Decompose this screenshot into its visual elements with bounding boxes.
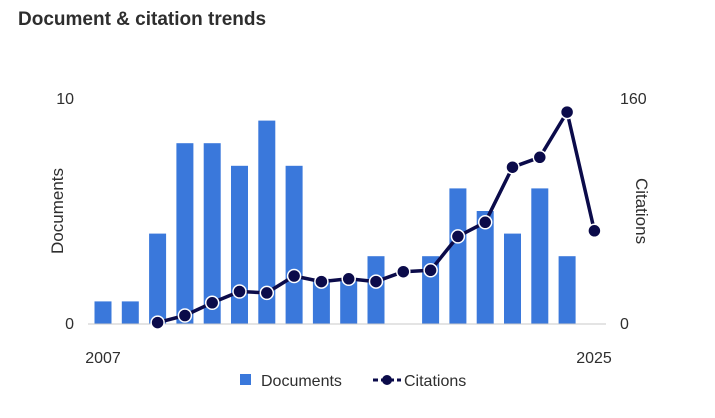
citations-point-2019: [423, 263, 438, 278]
citations-point-2010: [177, 308, 193, 323]
bar-documents-2020: [449, 188, 467, 324]
citations-point-2022: [505, 159, 520, 175]
bar-documents-2013: [258, 120, 276, 324]
y-right-tick-max: 160: [620, 91, 647, 108]
bar-documents-2024: [558, 256, 576, 324]
legend: Documents Citations: [240, 373, 466, 390]
bar-documents-2008: [121, 301, 139, 324]
bar-documents-2021: [476, 211, 494, 324]
bar-documents-2017: [367, 256, 385, 324]
citations-point-2017: [368, 274, 384, 289]
bar-documents-2009: [149, 233, 167, 324]
citations-point-2024: [559, 104, 575, 120]
citations-point-2025: [587, 223, 602, 239]
bar-documents-2022: [504, 233, 521, 324]
chart-title: Document & citation trends: [18, 9, 267, 30]
citations-point-2015: [314, 274, 329, 289]
citations-point-2021: [477, 215, 493, 230]
legend-citations-marker: [382, 375, 392, 385]
bar-documents-2007: [94, 301, 112, 324]
legend-documents-label: Documents: [261, 373, 342, 390]
y-right-tick-min: 0: [620, 316, 629, 333]
citations-point-2011: [204, 295, 220, 311]
bar-documents-2015: [312, 278, 330, 324]
y-left-tick-max: 10: [56, 91, 74, 108]
citations-point-2009: [150, 315, 165, 330]
citations-point-2016: [341, 271, 356, 287]
bar-documents-2016: [340, 278, 358, 324]
legend-citations-label: Citations: [404, 373, 466, 390]
citations-point-2020: [450, 229, 466, 244]
citations-point-2013: [259, 285, 275, 301]
citations-line-group: [150, 104, 602, 330]
bars-group: [94, 120, 576, 324]
legend-documents-swatch: [240, 374, 251, 385]
citations-point-2018: [396, 264, 411, 279]
citations-point-2023: [532, 150, 548, 165]
x-tick-start: 2007: [85, 350, 121, 367]
x-tick-end: 2025: [576, 350, 612, 367]
y-right-axis-title: Citations: [632, 178, 651, 244]
bar-documents-2012: [231, 165, 248, 324]
citations-point-2014: [286, 268, 302, 284]
bar-documents-2010: [176, 143, 194, 324]
bar-documents-2014: [285, 165, 303, 324]
bar-documents-2023: [531, 188, 549, 324]
y-left-axis-title: Documents: [48, 168, 67, 254]
y-left-tick-min: 0: [65, 316, 74, 333]
citations-point-2012: [232, 284, 247, 299]
bar-documents-2011: [203, 143, 221, 324]
